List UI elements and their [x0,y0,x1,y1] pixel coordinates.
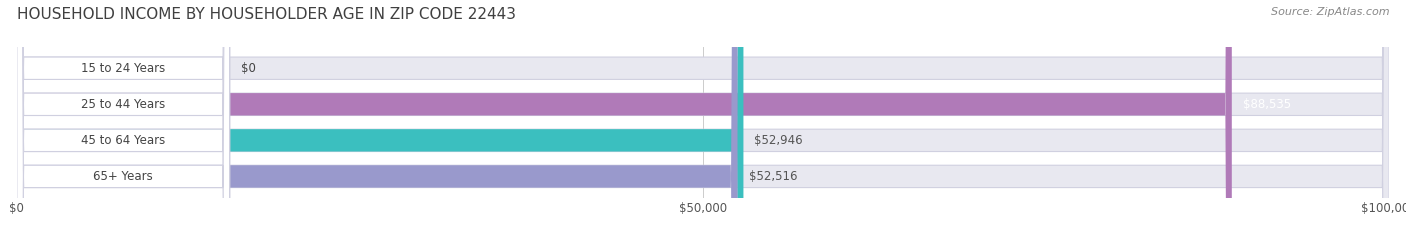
FancyBboxPatch shape [17,0,738,233]
Text: $52,946: $52,946 [755,134,803,147]
Text: $52,516: $52,516 [748,170,797,183]
Text: 25 to 44 Years: 25 to 44 Years [82,98,166,111]
FancyBboxPatch shape [17,0,1232,233]
Text: Source: ZipAtlas.com: Source: ZipAtlas.com [1271,7,1389,17]
Text: $88,535: $88,535 [1243,98,1291,111]
FancyBboxPatch shape [17,0,229,233]
FancyBboxPatch shape [17,0,1389,233]
FancyBboxPatch shape [17,0,744,233]
Text: HOUSEHOLD INCOME BY HOUSEHOLDER AGE IN ZIP CODE 22443: HOUSEHOLD INCOME BY HOUSEHOLDER AGE IN Z… [17,7,516,22]
FancyBboxPatch shape [17,0,229,233]
Text: 45 to 64 Years: 45 to 64 Years [82,134,166,147]
Text: 65+ Years: 65+ Years [93,170,153,183]
Text: $0: $0 [240,62,256,75]
FancyBboxPatch shape [17,0,229,233]
FancyBboxPatch shape [17,0,229,233]
FancyBboxPatch shape [17,0,1389,233]
FancyBboxPatch shape [17,0,1389,233]
FancyBboxPatch shape [17,0,1389,233]
Text: 15 to 24 Years: 15 to 24 Years [82,62,166,75]
